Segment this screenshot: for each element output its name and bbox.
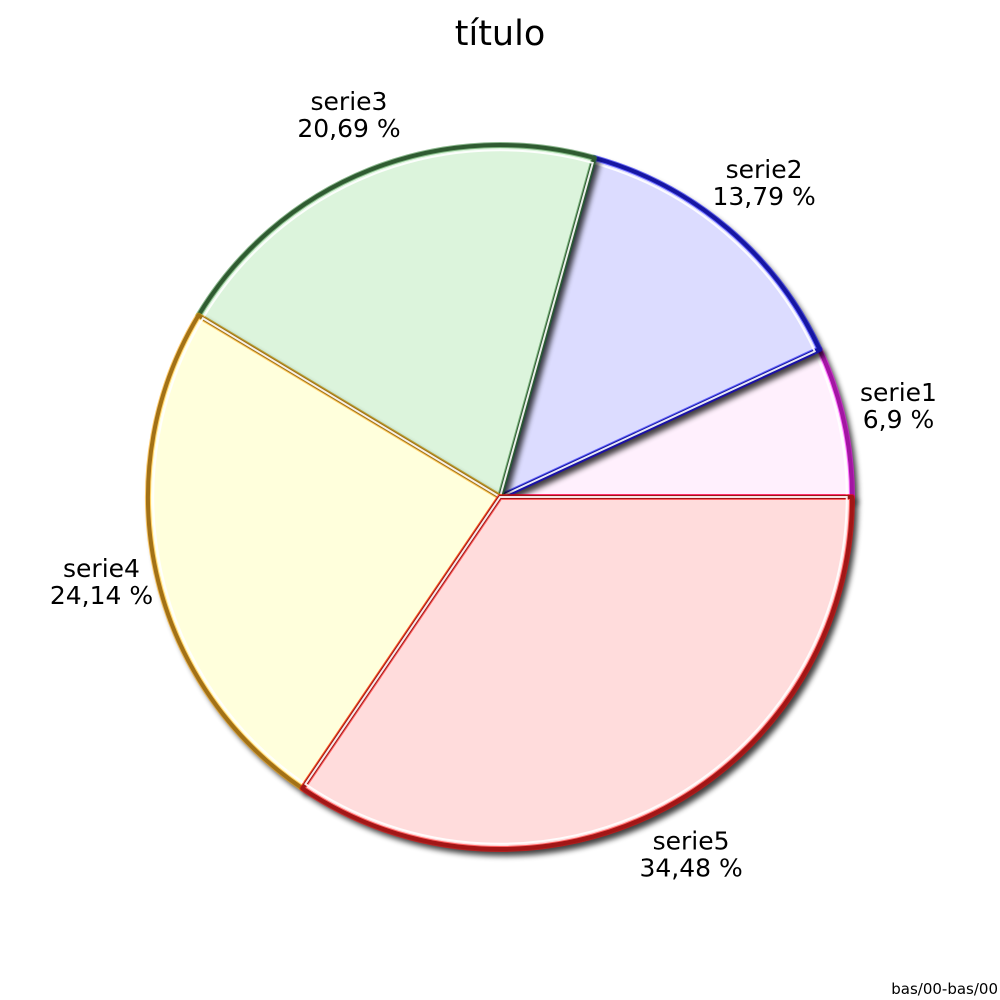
pie-slice-serie1 — [497, 346, 855, 500]
slice-percent-serie5: 34,48 % — [639, 854, 742, 883]
slice-label-serie4: serie4 24,14 % — [50, 554, 153, 610]
chart-title: título — [455, 14, 546, 54]
slice-name-serie5: serie5 — [653, 827, 730, 856]
pie-slice-serie3 — [195, 142, 598, 500]
slice-percent-serie3: 20,69 % — [297, 114, 400, 143]
pie-slice-serie2 — [497, 154, 823, 500]
pie-slice-highlight-serie5 — [304, 496, 848, 845]
slices-layer — [145, 142, 855, 852]
pie-slice-edge-serie1 — [497, 346, 855, 500]
pie-slice-serie5 — [299, 494, 855, 852]
pie-slice-serie4 — [145, 312, 503, 792]
slice-name-serie2: serie2 — [726, 155, 803, 184]
pie-slice-highlight-serie4 — [152, 316, 502, 786]
pie-slice-highlight-serie2 — [498, 161, 816, 499]
slice-percent-serie2: 13,79 % — [712, 182, 815, 211]
footer-text: bas/00-bas/00 — [891, 980, 998, 998]
slice-name-serie3: serie3 — [311, 87, 388, 116]
slice-percent-serie4: 24,14 % — [50, 581, 153, 610]
slice-name-serie1: serie1 — [860, 378, 937, 407]
slice-label-serie2: serie2 13,79 % — [712, 155, 815, 211]
pie-slice-edge-serie3 — [195, 142, 598, 500]
pie-slice-edge-serie2 — [497, 154, 823, 500]
pie-slice-highlight-serie1 — [499, 350, 848, 498]
pie-slice-edge-serie5 — [299, 494, 855, 852]
slice-label-serie5: serie5 34,48 % — [639, 827, 742, 883]
slice-percent-serie1: 6,9 % — [863, 405, 934, 434]
slice-label-serie1: serie1 6,9 % — [860, 378, 937, 434]
pie-slice-edge-serie4 — [145, 312, 503, 792]
pie-slice-highlight-serie3 — [201, 149, 594, 499]
slice-label-serie3: serie3 20,69 % — [297, 87, 400, 143]
slice-name-serie4: serie4 — [63, 554, 140, 583]
labels-layer: serie1 6,9 %serie2 13,79 %serie3 20,69 %ser… — [50, 87, 937, 883]
